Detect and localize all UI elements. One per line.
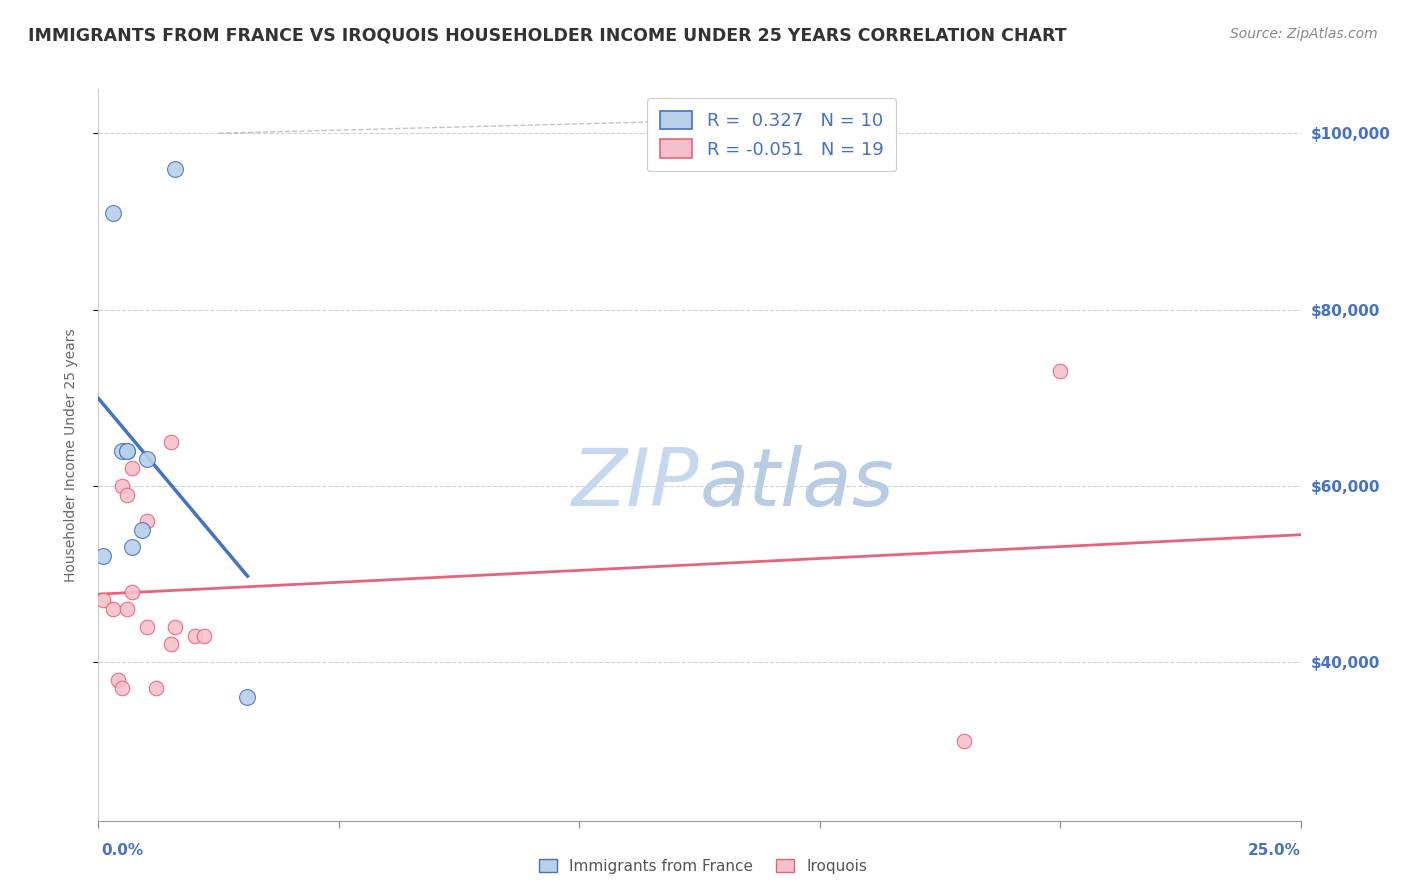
Point	[91, 593, 114, 607]
Y-axis label: Householder Income Under 25 years: Householder Income Under 25 years	[63, 328, 77, 582]
Text: Source: ZipAtlas.com: Source: ZipAtlas.com	[1230, 27, 1378, 41]
Point	[135, 452, 157, 467]
Point	[165, 620, 187, 634]
Text: ZIP: ZIP	[572, 445, 700, 524]
Legend: R =  0.327   N = 10, R = -0.051   N = 19: R = 0.327 N = 10, R = -0.051 N = 19	[647, 98, 896, 171]
Text: 0.0%: 0.0%	[101, 843, 143, 858]
Point	[117, 487, 139, 501]
Point	[131, 523, 153, 537]
Point	[193, 629, 215, 643]
Point	[165, 161, 187, 176]
Text: IMMIGRANTS FROM FRANCE VS IROQUOIS HOUSEHOLDER INCOME UNDER 25 YEARS CORRELATION: IMMIGRANTS FROM FRANCE VS IROQUOIS HOUSE…	[28, 27, 1067, 45]
Point	[117, 602, 139, 616]
Point	[121, 584, 143, 599]
Point	[111, 443, 134, 458]
Text: atlas: atlas	[700, 445, 894, 524]
Point	[135, 620, 157, 634]
Point	[111, 479, 134, 493]
Point	[121, 461, 143, 475]
Point	[236, 690, 259, 705]
Point	[101, 205, 124, 219]
Text: 25.0%: 25.0%	[1247, 843, 1301, 858]
Point	[121, 541, 143, 555]
Point	[107, 673, 129, 687]
Point	[111, 681, 134, 696]
Point	[183, 629, 205, 643]
Point	[145, 681, 167, 696]
Point	[953, 734, 976, 748]
Point	[159, 434, 181, 449]
Point	[91, 549, 114, 564]
Point	[1049, 364, 1071, 378]
Point	[117, 443, 139, 458]
Point	[117, 443, 139, 458]
Point	[135, 514, 157, 528]
Legend: Immigrants from France, Iroquois: Immigrants from France, Iroquois	[533, 853, 873, 880]
Point	[101, 602, 124, 616]
Point	[159, 637, 181, 651]
